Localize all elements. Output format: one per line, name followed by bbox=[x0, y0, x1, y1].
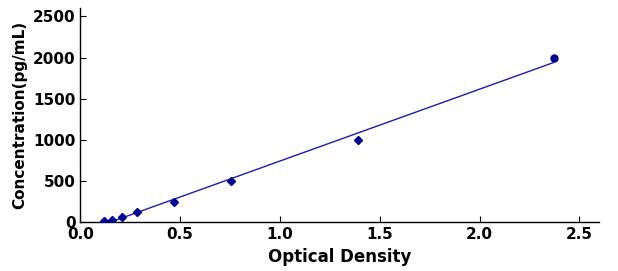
Y-axis label: Concentration(pg/mL): Concentration(pg/mL) bbox=[12, 21, 27, 209]
X-axis label: Optical Density: Optical Density bbox=[268, 248, 412, 266]
